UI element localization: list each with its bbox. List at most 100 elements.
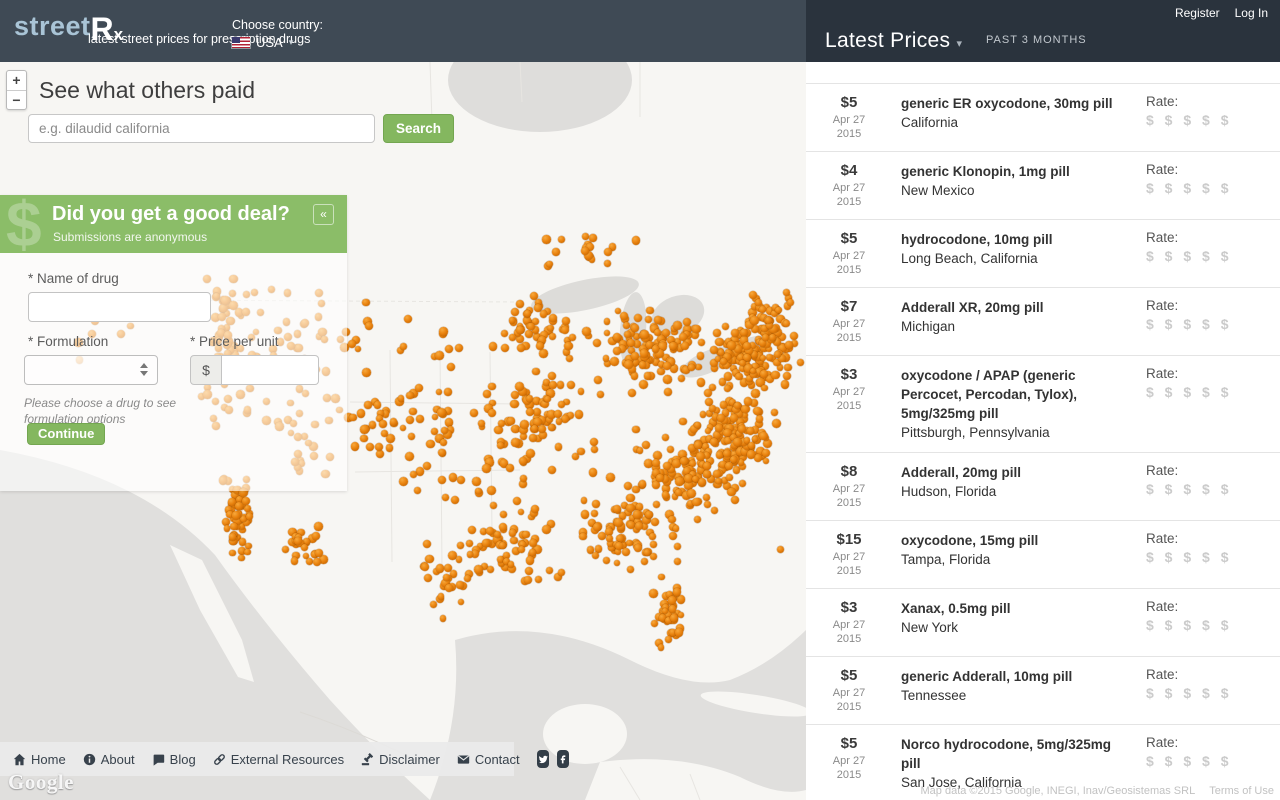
price-submission-dot[interactable] xyxy=(546,260,553,268)
price-submission-dot[interactable] xyxy=(422,461,431,470)
rate-dollar-stars[interactable]: $ $ $ $ $ xyxy=(1146,112,1229,128)
price-submission-dot[interactable] xyxy=(431,413,439,421)
price-submission-dot[interactable] xyxy=(694,441,702,449)
price-submission-dot[interactable] xyxy=(699,410,707,418)
price-submission-dot[interactable] xyxy=(744,347,753,355)
price-submission-dot[interactable] xyxy=(608,243,616,251)
price-submission-dot[interactable] xyxy=(750,425,760,435)
price-submission-dot[interactable] xyxy=(668,532,677,541)
price-submission-dot[interactable] xyxy=(390,418,398,426)
price-submission-dot[interactable] xyxy=(625,355,634,364)
price-submission-dot[interactable] xyxy=(519,425,528,435)
price-submission-dot[interactable] xyxy=(785,341,793,350)
price-submission-dot[interactable] xyxy=(237,521,246,530)
price-submission-dot[interactable] xyxy=(761,334,769,342)
price-submission-dot[interactable] xyxy=(670,364,679,373)
price-list-row[interactable]: $3 Apr 27 2015 oxycodone / APAP (generic … xyxy=(806,355,1280,452)
price-submission-dot[interactable] xyxy=(689,479,698,488)
price-submission-dot[interactable] xyxy=(245,512,253,520)
price-submission-dot[interactable] xyxy=(223,525,231,532)
price-submission-dot[interactable] xyxy=(497,555,505,563)
price-submission-dot[interactable] xyxy=(786,299,794,306)
price-submission-dot[interactable] xyxy=(609,356,619,366)
price-submission-dot[interactable] xyxy=(522,316,532,325)
price-submission-dot[interactable] xyxy=(673,610,681,618)
price-submission-dot[interactable] xyxy=(490,502,498,510)
price-submission-dot[interactable] xyxy=(724,436,732,445)
price-submission-dot[interactable] xyxy=(754,367,763,376)
price-submission-dot[interactable] xyxy=(654,316,662,325)
price-submission-dot[interactable] xyxy=(360,425,369,434)
price-submission-dot[interactable] xyxy=(649,589,658,599)
price-submission-dot[interactable] xyxy=(675,477,684,486)
price-submission-dot[interactable] xyxy=(748,442,755,450)
price-submission-dot[interactable] xyxy=(525,400,534,410)
price-submission-dot[interactable] xyxy=(773,338,782,347)
price-submission-dot[interactable] xyxy=(638,361,647,369)
price-submission-dot[interactable] xyxy=(399,342,407,350)
price-submission-dot[interactable] xyxy=(375,449,385,459)
price-submission-dot[interactable] xyxy=(682,318,691,327)
rate-dollar-stars[interactable]: $ $ $ $ $ xyxy=(1146,685,1229,701)
price-submission-dot[interactable] xyxy=(510,391,519,400)
price-submission-dot[interactable] xyxy=(408,407,417,416)
price-submission-dot[interactable] xyxy=(704,447,713,456)
price-submission-dot[interactable] xyxy=(497,559,505,567)
price-submission-dot[interactable] xyxy=(650,517,660,527)
price-submission-dot[interactable] xyxy=(741,404,751,414)
price-submission-dot[interactable] xyxy=(404,314,413,323)
price-submission-dot[interactable] xyxy=(706,456,715,466)
price-submission-dot[interactable] xyxy=(519,433,527,441)
price-submission-dot[interactable] xyxy=(557,400,565,408)
price-submission-dot[interactable] xyxy=(720,477,728,484)
price-submission-dot[interactable] xyxy=(225,506,233,514)
price-submission-dot[interactable] xyxy=(499,542,507,550)
price-submission-dot[interactable] xyxy=(360,434,369,443)
price-submission-dot[interactable] xyxy=(435,564,445,573)
price-submission-dot[interactable] xyxy=(640,356,650,366)
price-submission-dot[interactable] xyxy=(566,355,574,363)
price-submission-dot[interactable] xyxy=(435,388,443,396)
price-submission-dot[interactable] xyxy=(750,316,759,326)
price-submission-dot[interactable] xyxy=(505,463,514,472)
price-submission-dot[interactable] xyxy=(634,521,643,530)
price-submission-dot[interactable] xyxy=(655,639,664,648)
price-submission-dot[interactable] xyxy=(730,336,739,345)
price-submission-dot[interactable] xyxy=(228,498,236,506)
price-submission-dot[interactable] xyxy=(670,614,679,623)
price-submission-dot[interactable] xyxy=(754,453,763,462)
price-submission-dot[interactable] xyxy=(489,399,496,407)
price-submission-dot[interactable] xyxy=(667,596,677,605)
price-submission-dot[interactable] xyxy=(653,451,663,461)
price-submission-dot[interactable] xyxy=(724,384,732,392)
price-submission-dot[interactable] xyxy=(566,380,575,389)
price-submission-dot[interactable] xyxy=(714,355,722,363)
price-submission-dot[interactable] xyxy=(374,442,384,452)
price-submission-dot[interactable] xyxy=(755,414,764,423)
price-submission-dot[interactable] xyxy=(687,499,695,507)
price-submission-dot[interactable] xyxy=(532,544,542,554)
price-submission-dot[interactable] xyxy=(535,299,542,306)
price-submission-dot[interactable] xyxy=(771,370,780,380)
price-submission-dot[interactable] xyxy=(678,375,686,383)
price-submission-dot[interactable] xyxy=(688,460,696,468)
price-submission-dot[interactable] xyxy=(724,372,733,381)
price-submission-dot[interactable] xyxy=(731,329,740,337)
price-submission-dot[interactable] xyxy=(692,497,701,507)
price-submission-dot[interactable] xyxy=(698,339,706,347)
price-submission-dot[interactable] xyxy=(586,242,595,252)
price-submission-dot[interactable] xyxy=(639,349,649,358)
price-submission-dot[interactable] xyxy=(379,420,387,429)
price-submission-dot[interactable] xyxy=(716,413,725,422)
zoom-in-button[interactable]: + xyxy=(12,72,21,88)
price-submission-dot[interactable] xyxy=(362,316,372,326)
price-submission-dot[interactable] xyxy=(366,443,375,452)
price-submission-dot[interactable] xyxy=(613,505,622,514)
latest-prices-title[interactable]: Latest Prices ▾ xyxy=(825,29,962,53)
price-submission-dot[interactable] xyxy=(679,417,687,426)
formulation-select[interactable] xyxy=(24,355,158,385)
price-submission-dot[interactable] xyxy=(722,409,730,417)
price-submission-dot[interactable] xyxy=(728,355,738,364)
price-submission-dot[interactable] xyxy=(751,363,759,371)
price-submission-dot[interactable] xyxy=(548,332,556,340)
